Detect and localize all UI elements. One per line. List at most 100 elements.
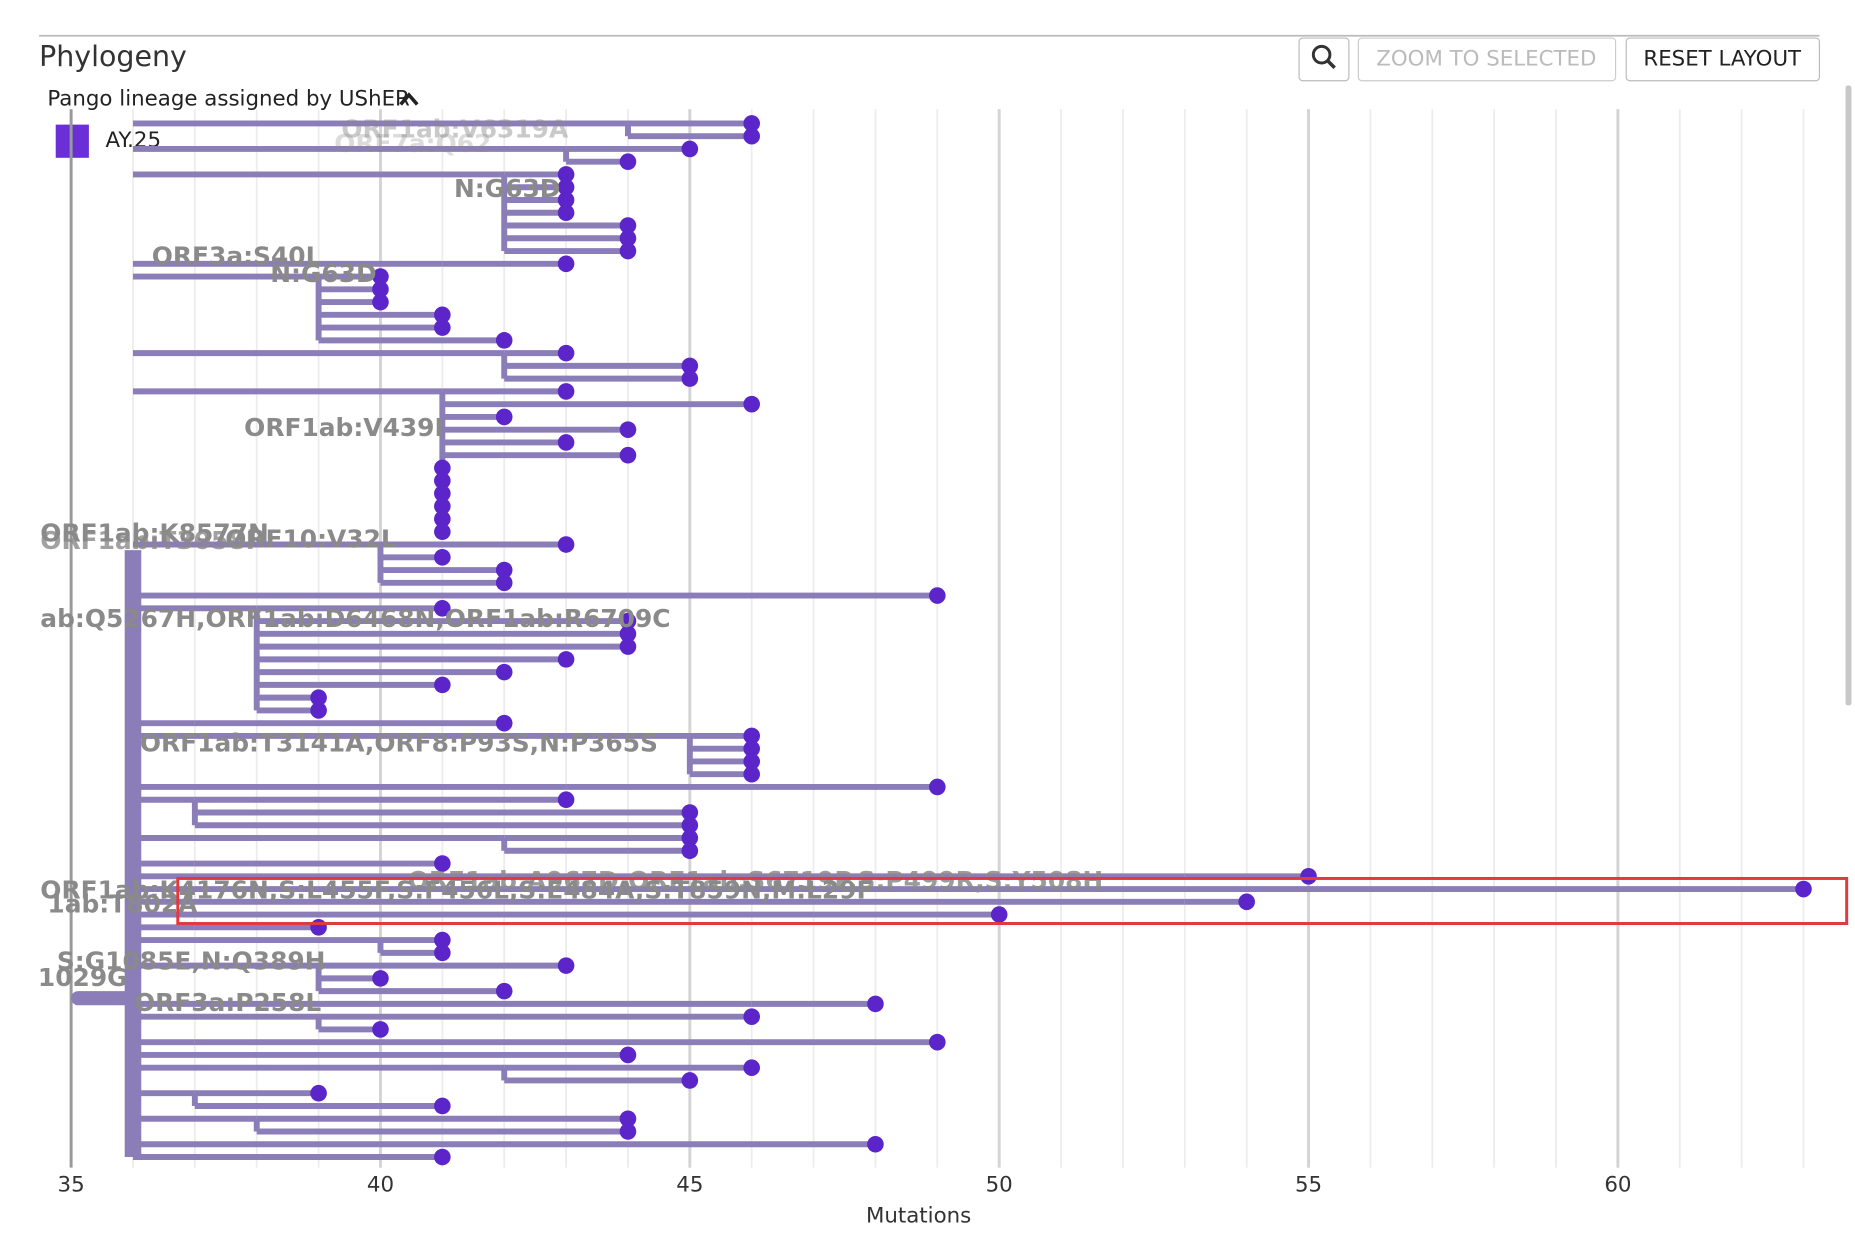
tip [619,1123,637,1140]
tip [557,204,575,222]
legend-toggle[interactable]: Pango lineage assigned by UShER [47,87,419,112]
tip [434,510,451,528]
tree [71,115,1812,1166]
icon [1311,44,1332,65]
branch-label: ORF10:V32L [225,525,397,554]
button-label: ZOOM TO SELECTED [1376,46,1596,71]
x-tick-label: 40 [367,1172,394,1197]
branch-label: N:G63D [270,259,376,288]
branch-label: ORF1ab:V439I [244,413,444,442]
tip [372,970,389,987]
tip [372,293,389,311]
tip [495,574,513,592]
tip [1795,880,1812,898]
branch-label: ORF1ab:A967D,ORF1ab:S6719P,S:P499R,S:Y50… [408,866,1104,895]
tip [867,995,884,1013]
button-frame [1625,37,1821,82]
tip [681,804,699,821]
tip [743,395,760,413]
tip [557,651,575,668]
tip [434,600,451,617]
tip [1300,867,1317,885]
zoom-button[interactable] [1298,37,1350,82]
tip [743,1059,760,1076]
tip [990,906,1008,923]
tip [372,1021,389,1038]
icon [1326,59,1336,69]
selection-box [176,876,1849,925]
branch-labels: ORF1ab:V6319A ORF7a:Q62 N:G63D ORF3a:S40… [38,115,1103,1018]
tip [619,446,637,464]
chevron [399,92,419,106]
branch-label: ORF1ab:K8577N [40,519,268,548]
tip [310,689,327,706]
tip [619,217,637,234]
zoom-to-selected-button[interactable]: ZOOM TO SELECTED [1357,37,1617,82]
tip [743,1008,760,1025]
tip [557,383,575,400]
x-tick-label: 50 [986,1172,1013,1197]
tip [434,472,451,490]
tip [681,816,699,834]
tip [310,702,327,719]
tip [434,1148,451,1166]
reset-layout-button[interactable]: RESET LAYOUT [1625,37,1821,82]
tip [867,1135,884,1153]
tip [743,765,760,783]
button-frame [1357,37,1617,82]
tip [619,242,637,260]
tip [310,1084,327,1102]
tip [557,791,575,809]
branch-label: 1ab:T802A [47,890,198,919]
tip [619,229,637,247]
branch-label: ORF3a:S40L [152,241,322,270]
tip [619,1046,637,1064]
tip [495,408,513,426]
button-label: RESET LAYOUT [1643,46,1802,71]
tip [681,140,699,158]
tip [434,676,451,694]
tip [619,153,637,171]
tip [434,485,451,502]
x-tick-label: 60 [1604,1172,1631,1197]
tip [619,1110,637,1128]
tip [557,536,575,553]
tip [681,1072,699,1089]
tip [434,855,451,872]
button-frame [1298,37,1350,82]
legend-title: Pango lineage assigned by UShER [47,87,410,112]
tip [557,178,575,196]
tip [557,957,575,974]
tip [310,919,327,936]
tip [619,638,637,655]
tip [434,459,451,477]
grid: 35 40 45 50 55 60 [58,109,1805,1197]
branch-label: ORF1ab:V6319A [341,115,569,144]
tip [743,740,760,757]
tip [434,944,451,962]
branch-label: ORF7a:Q62 [334,129,491,158]
tip [929,1033,946,1051]
tip [619,421,637,438]
branch-label: ORF3a:P258L [134,988,321,1017]
tip [681,370,699,387]
tip [495,714,513,732]
tip [743,127,760,145]
tip [434,1097,451,1115]
branch-label: N:G63D [454,174,560,203]
tip [495,663,513,681]
branch-label: ab:Q5267H,ORF1ab:D6468N,ORF1ab:R6709C [40,604,670,633]
tip [557,166,575,183]
tip [1238,893,1255,911]
x-tick-label: 45 [676,1172,703,1197]
tip [434,548,451,566]
tip [372,268,389,285]
tip [681,829,699,847]
tip [743,753,760,770]
tip [557,434,575,451]
x-tick-label: 55 [1295,1172,1322,1197]
tip [495,561,513,579]
branch-label: ORF1ab:T3058I [40,526,255,555]
